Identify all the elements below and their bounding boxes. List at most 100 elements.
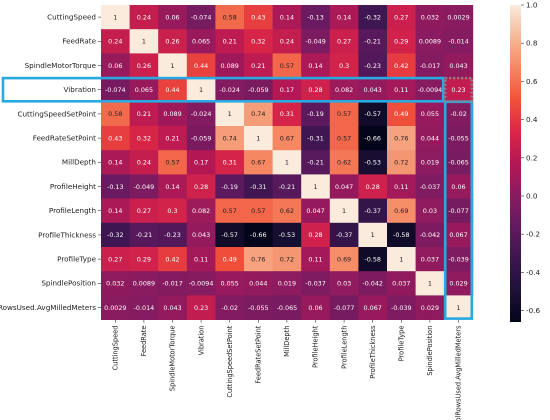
row-label: FeedRate bbox=[62, 37, 96, 46]
cell-value-label: -0.13 bbox=[307, 13, 324, 21]
column-label: CuttingSpeed bbox=[112, 326, 120, 371]
column-label: ProfileLength bbox=[340, 326, 348, 369]
cell-value-label: 0.43 bbox=[108, 134, 122, 142]
heatmap-cells: 1 0.24 0.06 -0.074 0.58 0.43 0.14 -0.13 0.14 -0.3… bbox=[101, 5, 474, 320]
row-label: ProfileHeight bbox=[50, 182, 96, 191]
cell-value-label: 0.21 bbox=[137, 110, 151, 118]
cell-value-label: -0.21 bbox=[279, 183, 296, 191]
heatmap-cell bbox=[301, 150, 331, 175]
cell-value-label: 0.44 bbox=[165, 86, 179, 94]
heatmap-cell bbox=[215, 53, 245, 78]
heatmap-cell bbox=[329, 5, 359, 30]
heatmap-cell bbox=[358, 222, 388, 248]
cell-value-label: 1 bbox=[428, 280, 432, 288]
cell-value-label: -0.017 bbox=[420, 62, 441, 70]
cell-value-label: 0.62 bbox=[280, 207, 294, 215]
colorbar-tick-label: -0.2 bbox=[526, 230, 540, 239]
heatmap-cell bbox=[244, 198, 273, 224]
heatmap-cell bbox=[158, 222, 188, 248]
heatmap-cell bbox=[358, 126, 388, 151]
cell-value-label: 0.067 bbox=[449, 231, 467, 239]
cell-value-label: 0.06 bbox=[108, 62, 122, 70]
heatmap-cell bbox=[444, 53, 474, 78]
highlight-boxes bbox=[1, 76, 474, 320]
cell-value-label: 0.28 bbox=[366, 183, 380, 191]
heatmap-cell bbox=[301, 174, 331, 199]
colorbar-tick-label: -0.4 bbox=[526, 268, 540, 277]
heatmap-cell bbox=[158, 29, 188, 54]
cell-value-label: -0.31 bbox=[307, 134, 324, 142]
cell-value-label: 0.26 bbox=[137, 62, 151, 70]
cell-value-label: 0.0089 bbox=[419, 38, 441, 46]
heatmap-cell bbox=[244, 53, 273, 78]
cell-value-label: 0.49 bbox=[223, 255, 237, 263]
cell-value-label: -0.21 bbox=[364, 38, 381, 46]
cell-value-label: 0.067 bbox=[364, 304, 382, 312]
cell-value-label: 0.06 bbox=[451, 183, 465, 191]
cell-value-label: 1 bbox=[313, 183, 317, 191]
heatmap-cell bbox=[358, 247, 388, 272]
heatmap-cell bbox=[272, 126, 302, 151]
heatmap-cell bbox=[158, 295, 188, 320]
cell-value-label: 0.082 bbox=[335, 86, 353, 94]
heatmap-cell bbox=[186, 5, 216, 30]
heatmap-cell bbox=[387, 295, 416, 320]
row-label: ToolRowsUsed.AvgMilledMeters bbox=[0, 303, 96, 312]
heatmap-cell bbox=[415, 101, 445, 127]
heatmap-cell bbox=[301, 126, 331, 151]
cell-value-label: -0.077 bbox=[448, 207, 469, 215]
cell-value-label: -0.065 bbox=[277, 304, 298, 312]
heatmap-cell bbox=[301, 222, 331, 248]
cell-value-label: 0.14 bbox=[108, 159, 122, 167]
heatmap-cell bbox=[186, 222, 216, 248]
cell-value-label: -0.13 bbox=[107, 183, 124, 191]
cell-value-label: -0.059 bbox=[191, 134, 212, 142]
heatmap-cell bbox=[101, 174, 130, 199]
cell-value-label: 0.0029 bbox=[447, 13, 469, 21]
heatmap-cell bbox=[215, 174, 245, 199]
cell-value-label: -0.039 bbox=[448, 255, 469, 263]
cell-value-label: -0.042 bbox=[362, 280, 383, 288]
heatmap-cell bbox=[387, 53, 416, 78]
heatmap-cell bbox=[158, 101, 188, 127]
row-label: ProfileType bbox=[57, 255, 96, 264]
heatmap-cell bbox=[358, 5, 388, 30]
heatmap-cell bbox=[387, 126, 416, 151]
cell-value-label: -0.66 bbox=[250, 231, 267, 239]
heatmap-cell bbox=[387, 101, 416, 127]
heatmap-cell bbox=[329, 53, 359, 78]
colorbar-tick-label: 1.0 bbox=[526, 1, 538, 10]
heatmap-cell bbox=[301, 53, 331, 78]
heatmap-cell bbox=[272, 198, 302, 224]
cell-value-label: 0.57 bbox=[251, 207, 265, 215]
heatmap-cell bbox=[272, 222, 302, 248]
heatmap-cell bbox=[129, 53, 159, 78]
cell-value-label: 1 bbox=[199, 86, 203, 94]
cell-value-label: -0.02 bbox=[221, 304, 238, 312]
heatmap-cell bbox=[358, 295, 388, 320]
heatmap-cell bbox=[444, 126, 474, 151]
heatmap-cell bbox=[387, 271, 416, 296]
cell-value-label: -0.57 bbox=[221, 231, 238, 239]
heatmap-cell bbox=[129, 29, 159, 54]
cell-value-label: 0.69 bbox=[337, 255, 351, 263]
row-label: ProfileThickness bbox=[38, 230, 96, 239]
cell-value-label: 0.69 bbox=[394, 207, 408, 215]
cell-value-label: 0.03 bbox=[337, 280, 351, 288]
cell-value-label: -0.049 bbox=[305, 38, 326, 46]
cell-value-label: -0.66 bbox=[364, 134, 381, 142]
heatmap-cell bbox=[272, 101, 302, 127]
column-label: Vibration bbox=[197, 326, 205, 356]
heatmap-cell bbox=[444, 5, 474, 30]
cell-value-label: 0.06 bbox=[308, 304, 322, 312]
heatmap-cell bbox=[101, 295, 130, 320]
cell-value-label: 0.089 bbox=[221, 62, 239, 70]
colorbar-tick-label: 0.6 bbox=[526, 77, 538, 86]
heatmap-cell bbox=[415, 271, 445, 296]
cell-value-label: 0.065 bbox=[135, 86, 153, 94]
heatmap-cell bbox=[329, 295, 359, 320]
cell-value-label: 0.14 bbox=[280, 13, 294, 21]
cell-value-label: 0.27 bbox=[337, 38, 351, 46]
heatmap-cell bbox=[244, 101, 273, 127]
heatmap-cell bbox=[415, 53, 445, 78]
